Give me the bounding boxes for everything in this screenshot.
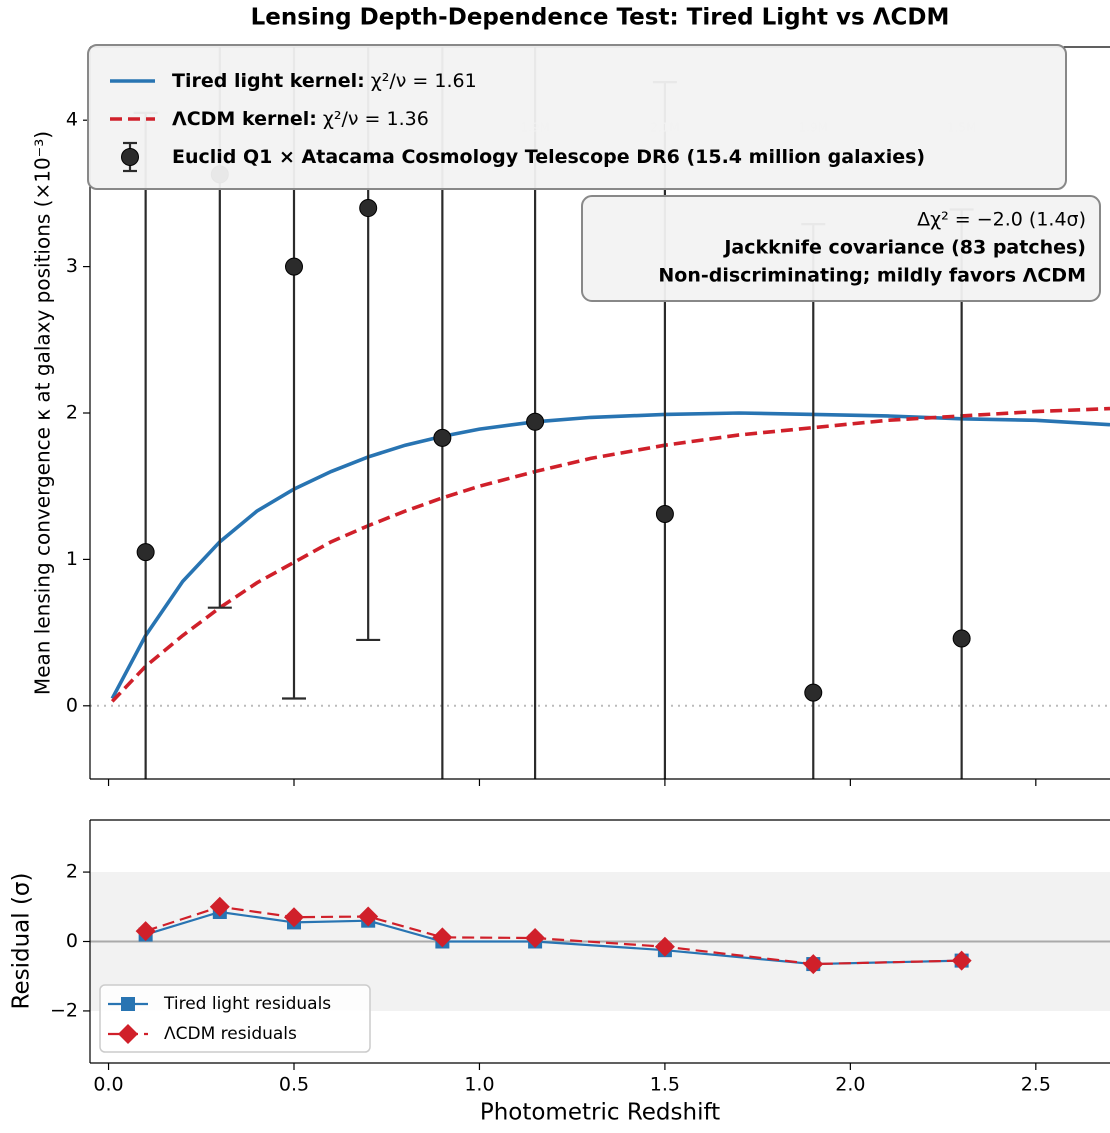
marker [433, 428, 452, 447]
y-tick-label: 1 [66, 548, 78, 570]
marker [655, 505, 674, 524]
marker [136, 543, 155, 562]
annotation-box [581, 195, 1101, 302]
legend-name: Euclid Q1 × Atacama Cosmology Telescope … [172, 146, 925, 168]
annotation: Jackknife covariance (83 patches) [722, 237, 1086, 259]
annotation: Δχ² = −2.0 (1.4σ) [917, 209, 1086, 231]
series-line [110, 406, 1110, 703]
marker [284, 907, 304, 928]
annotation: Non-discriminating; mildly favors ΛCDM [658, 265, 1086, 287]
marker [359, 199, 378, 218]
marker [118, 1024, 138, 1044]
marker [654, 936, 675, 957]
legend-fit: χ²/ν = 1.61 [371, 70, 477, 92]
marker [121, 148, 139, 166]
legend-label: ΛCDM residuals [164, 1024, 297, 1044]
y-tick-label: 2 [66, 402, 78, 424]
legend-name: ΛCDM kernel: [172, 108, 317, 130]
marker [121, 997, 135, 1011]
y-tick-label: 2 [66, 861, 78, 883]
x-tick-label: 1.5 [650, 1074, 680, 1096]
marker [803, 954, 824, 975]
x-tick-label: 2.5 [1021, 1074, 1051, 1096]
legend-box [99, 984, 371, 1053]
y-axis-label: Mean lensing convergence κ at galaxy pos… [31, 131, 55, 695]
chart-title: Lensing Depth-Dependence Test: Tired Lig… [251, 5, 950, 31]
y-tick-label: 0 [66, 930, 78, 952]
legend-label: Euclid Q1 × Atacama Cosmology Telescope … [172, 146, 925, 168]
marker [526, 412, 545, 431]
marker [804, 683, 823, 702]
marker [525, 928, 546, 949]
marker [358, 906, 379, 927]
legend-box [87, 44, 1067, 190]
legend-fit: χ²/ν = 1.36 [323, 108, 429, 130]
marker [209, 896, 230, 917]
x-tick-label: 0.0 [93, 1074, 123, 1096]
series-line [110, 411, 1110, 700]
x-axis-label: Photometric Redshift [480, 1100, 720, 1126]
y-tick-label: 4 [66, 109, 78, 131]
legend-name: Tired light kernel: [172, 70, 365, 92]
marker [135, 921, 156, 942]
marker [952, 629, 971, 648]
x-tick-label: 2.0 [835, 1074, 865, 1096]
marker [432, 927, 453, 948]
marker [951, 950, 972, 971]
legend-label: ΛCDM kernel: χ²/ν = 1.36 [172, 108, 429, 130]
x-tick-label: 0.5 [279, 1074, 309, 1096]
y-tick-label: 0 [66, 694, 78, 716]
legend-label: Tired light kernel: χ²/ν = 1.61 [172, 70, 477, 92]
marker [285, 257, 303, 276]
x-tick-label: 1.0 [464, 1074, 494, 1096]
y-tick-label: −2 [50, 999, 78, 1021]
legend-label: Tired light residuals [163, 994, 331, 1014]
y-axis-label: Residual (σ) [9, 873, 35, 1010]
y-tick-label: 3 [66, 255, 78, 277]
